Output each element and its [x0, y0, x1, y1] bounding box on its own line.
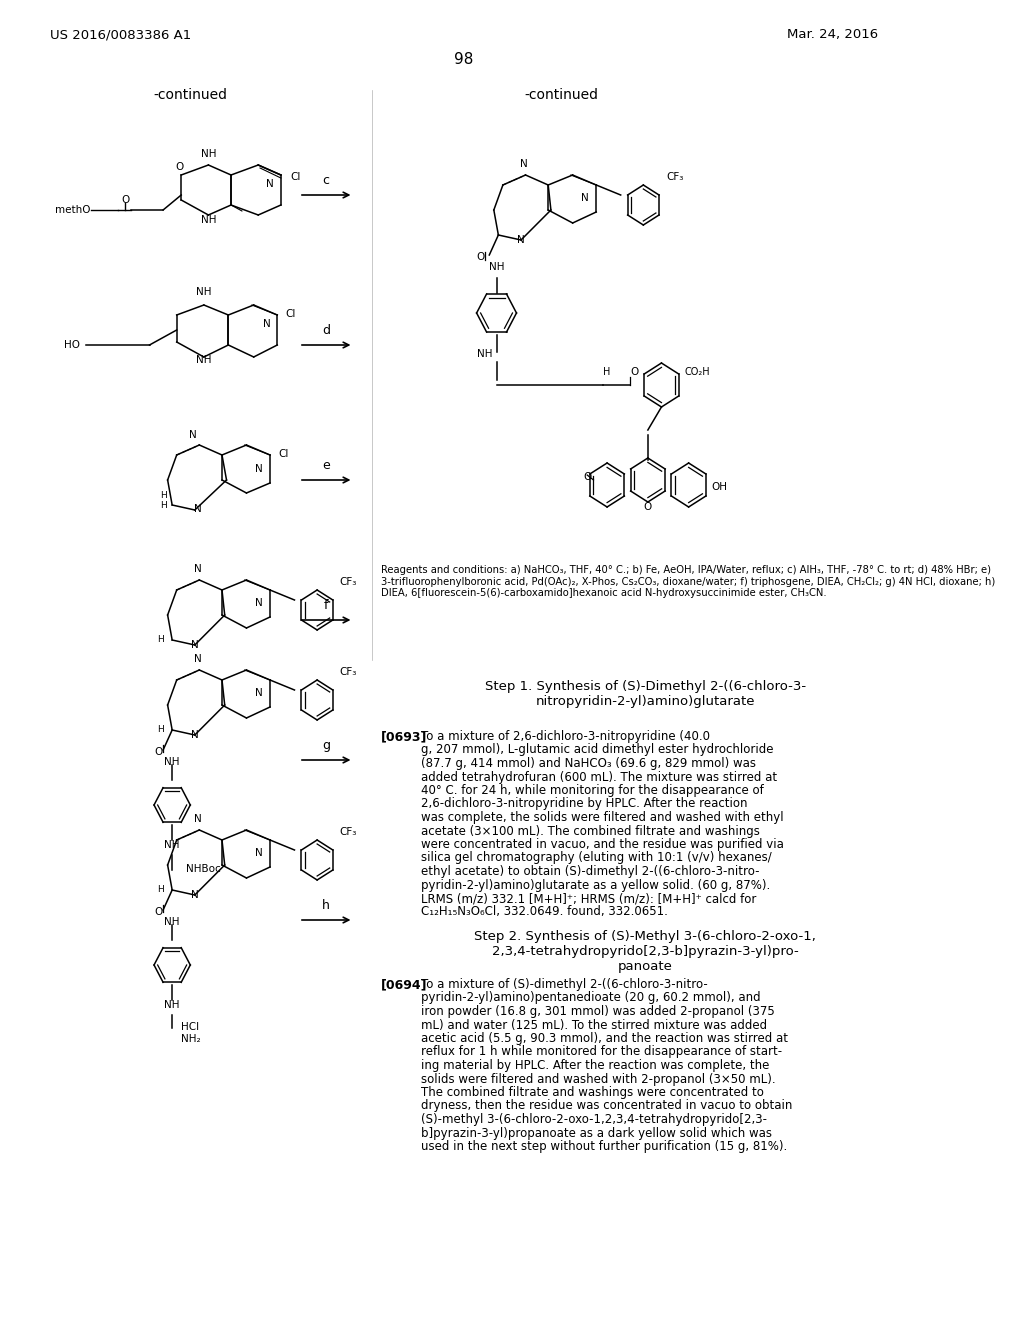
Text: ing material by HPLC. After the reaction was complete, the: ing material by HPLC. After the reaction…: [421, 1059, 770, 1072]
Text: used in the next step without further purification (15 g, 81%).: used in the next step without further pu…: [421, 1140, 787, 1152]
Text: US 2016/0083386 A1: US 2016/0083386 A1: [50, 28, 191, 41]
Text: N: N: [520, 158, 527, 169]
Text: O: O: [175, 162, 183, 172]
Text: N: N: [190, 890, 199, 900]
Text: (87.7 g, 414 mmol) and NaHCO₃ (69.6 g, 829 mmol) was: (87.7 g, 414 mmol) and NaHCO₃ (69.6 g, 8…: [421, 756, 757, 770]
Text: N: N: [517, 235, 525, 246]
Text: e: e: [323, 459, 330, 473]
Text: O: O: [121, 195, 129, 205]
Text: N: N: [194, 504, 202, 513]
Text: Cl: Cl: [286, 309, 296, 319]
Text: N: N: [190, 730, 199, 741]
Text: pyridin-2-yl)amino)pentanedioate (20 g, 60.2 mmol), and: pyridin-2-yl)amino)pentanedioate (20 g, …: [421, 991, 761, 1005]
Text: -continued: -continued: [524, 88, 599, 102]
Text: h: h: [323, 899, 330, 912]
Text: solids were filtered and washed with 2-propanol (3×50 mL).: solids were filtered and washed with 2-p…: [421, 1072, 776, 1085]
Text: NH: NH: [488, 261, 504, 272]
Text: N: N: [189, 430, 197, 440]
Text: methO: methO: [54, 205, 90, 215]
Text: dryness, then the residue was concentrated in vacuo to obtain: dryness, then the residue was concentrat…: [421, 1100, 793, 1113]
Text: iron powder (16.8 g, 301 mmol) was added 2-propanol (375: iron powder (16.8 g, 301 mmol) was added…: [421, 1005, 775, 1018]
Text: Cl: Cl: [290, 172, 300, 182]
Text: d: d: [323, 323, 330, 337]
Text: N: N: [194, 564, 202, 574]
Text: 40° C. for 24 h, while monitoring for the disappearance of: 40° C. for 24 h, while monitoring for th…: [421, 784, 764, 797]
Text: NH: NH: [197, 355, 212, 366]
Text: acetic acid (5.5 g, 90.3 mmol), and the reaction was stirred at: acetic acid (5.5 g, 90.3 mmol), and the …: [421, 1032, 788, 1045]
Text: N: N: [582, 193, 589, 203]
Text: N: N: [266, 180, 273, 189]
Text: C₁₂H₁₅N₃O₆Cl, 332.0649. found, 332.0651.: C₁₂H₁₅N₃O₆Cl, 332.0649. found, 332.0651.: [421, 906, 669, 919]
Text: O: O: [630, 367, 638, 378]
Text: Step 2. Synthesis of (S)-Methyl 3-(6-chloro-2-oxo-1,
2,3,4-tetrahydropyrido[2,3-: Step 2. Synthesis of (S)-Methyl 3-(6-chl…: [474, 931, 816, 973]
Text: f: f: [324, 599, 329, 612]
Text: To a mixture of 2,6-dichloro-3-nitropyridine (40.0: To a mixture of 2,6-dichloro-3-nitropyri…: [421, 730, 711, 743]
Text: N: N: [255, 465, 263, 474]
Text: N: N: [262, 319, 270, 329]
Text: silica gel chromatography (eluting with 10:1 (v/v) hexanes/: silica gel chromatography (eluting with …: [421, 851, 772, 865]
Text: To a mixture of (S)-dimethyl 2-((6-chloro-3-nitro-: To a mixture of (S)-dimethyl 2-((6-chlor…: [421, 978, 708, 991]
Text: NH: NH: [165, 917, 180, 927]
Text: NH: NH: [165, 1001, 180, 1010]
Text: [0694]: [0694]: [381, 978, 427, 991]
Text: acetate (3×100 mL). The combined filtrate and washings: acetate (3×100 mL). The combined filtrat…: [421, 825, 760, 837]
Text: b]pyrazin-3-yl)propanoate as a dark yellow solid which was: b]pyrazin-3-yl)propanoate as a dark yell…: [421, 1126, 772, 1139]
Text: g: g: [323, 739, 330, 752]
Text: NH: NH: [201, 215, 216, 224]
Text: H: H: [157, 725, 164, 734]
Text: N: N: [255, 688, 263, 698]
Text: The combined filtrate and washings were concentrated to: The combined filtrate and washings were …: [421, 1086, 764, 1100]
Text: ethyl acetate) to obtain (S)-dimethyl 2-((6-chloro-3-nitro-: ethyl acetate) to obtain (S)-dimethyl 2-…: [421, 865, 760, 878]
Text: NH₂: NH₂: [181, 1034, 201, 1044]
Text: H: H: [157, 884, 164, 894]
Text: N: N: [194, 653, 202, 664]
Text: pyridin-2-yl)amino)glutarate as a yellow solid. (60 g, 87%).: pyridin-2-yl)amino)glutarate as a yellow…: [421, 879, 771, 891]
Text: mL) and water (125 mL). To the stirred mixture was added: mL) and water (125 mL). To the stirred m…: [421, 1019, 767, 1031]
Text: 98: 98: [455, 51, 474, 67]
Text: (S)-methyl 3-(6-chloro-2-oxo-1,2,3,4-tetrahydropyrido[2,3-: (S)-methyl 3-(6-chloro-2-oxo-1,2,3,4-tet…: [421, 1113, 767, 1126]
Text: NHBoc: NHBoc: [185, 865, 220, 874]
Text: O: O: [155, 747, 163, 756]
Text: N: N: [255, 847, 263, 858]
Text: O: O: [644, 502, 652, 512]
Text: N: N: [190, 640, 199, 649]
Text: HO: HO: [65, 341, 81, 350]
Text: added tetrahydrofuran (600 mL). The mixture was stirred at: added tetrahydrofuran (600 mL). The mixt…: [421, 771, 777, 784]
Text: reflux for 1 h while monitored for the disappearance of start-: reflux for 1 h while monitored for the d…: [421, 1045, 782, 1059]
Text: OH: OH: [712, 482, 727, 492]
Text: NH: NH: [201, 149, 216, 158]
Text: O: O: [155, 907, 163, 917]
Text: NH: NH: [165, 756, 180, 767]
Text: CF₃: CF₃: [340, 667, 357, 677]
Text: CF₃: CF₃: [666, 172, 683, 182]
Text: c: c: [323, 174, 330, 187]
Text: H: H: [157, 635, 164, 644]
Text: Step 1. Synthesis of (S)-Dimethyl 2-((6-chloro-3-
nitropyridin-2-yl)amino)glutar: Step 1. Synthesis of (S)-Dimethyl 2-((6-…: [484, 680, 806, 708]
Text: CO₂H: CO₂H: [684, 367, 710, 378]
Text: Cl: Cl: [279, 449, 289, 459]
Text: was complete, the solids were filtered and washed with ethyl: was complete, the solids were filtered a…: [421, 810, 784, 824]
Text: CF₃: CF₃: [340, 828, 357, 837]
Text: HCl: HCl: [181, 1022, 200, 1032]
Text: H: H: [603, 367, 610, 378]
Text: 2,6-dichloro-3-nitropyridine by HPLC. After the reaction: 2,6-dichloro-3-nitropyridine by HPLC. Af…: [421, 797, 748, 810]
Text: H
H: H H: [160, 491, 167, 510]
Text: O: O: [476, 252, 484, 261]
Text: Reagents and conditions: a) NaHCO₃, THF, 40° C.; b) Fe, AeOH, IPA/Water, reflux;: Reagents and conditions: a) NaHCO₃, THF,…: [381, 565, 994, 598]
Text: g, 207 mmol), L-glutamic acid dimethyl ester hydrochloride: g, 207 mmol), L-glutamic acid dimethyl e…: [421, 743, 774, 756]
Text: were concentrated in vacuo, and the residue was purified via: were concentrated in vacuo, and the resi…: [421, 838, 784, 851]
Text: NH: NH: [477, 348, 493, 359]
Text: Mar. 24, 2016: Mar. 24, 2016: [786, 28, 878, 41]
Text: LRMS (m/z) 332.1 [M+H]⁺; HRMS (m/z): [M+H]⁺ calcd for: LRMS (m/z) 332.1 [M+H]⁺; HRMS (m/z): [M+…: [421, 892, 757, 906]
Text: CF₃: CF₃: [340, 577, 357, 587]
Text: [0693]: [0693]: [381, 730, 427, 743]
Text: NH: NH: [165, 840, 180, 850]
Text: N: N: [255, 598, 263, 609]
Text: NH: NH: [197, 286, 212, 297]
Text: -continued: -continued: [154, 88, 227, 102]
Text: O: O: [583, 473, 591, 482]
Text: N: N: [194, 814, 202, 824]
